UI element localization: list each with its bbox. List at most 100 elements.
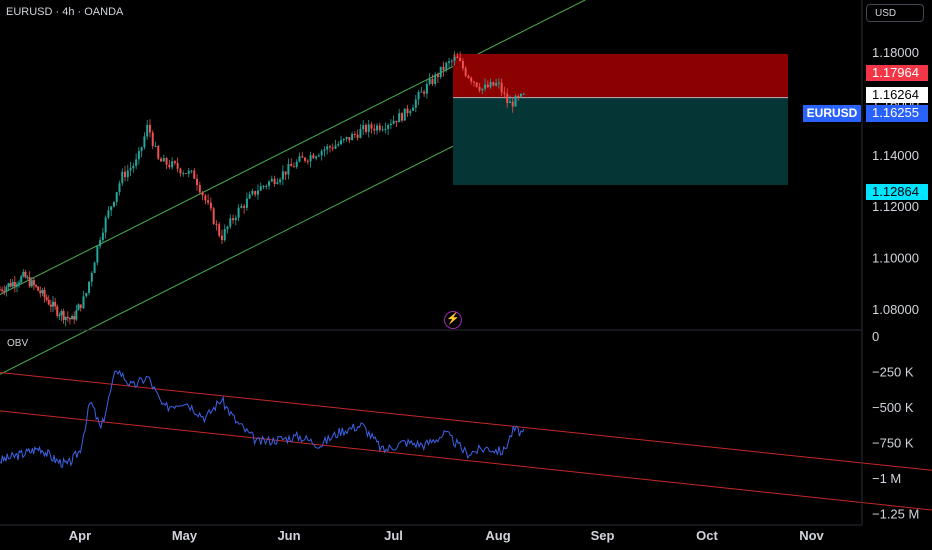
candle-body <box>35 285 38 287</box>
candle-body <box>309 155 312 162</box>
candle-body <box>171 161 174 168</box>
entry-price-tag: 1.16264 <box>866 87 928 103</box>
current-price-tag: 1.16255 <box>866 105 928 122</box>
candle-body <box>484 84 487 89</box>
candle-body <box>52 301 54 307</box>
candle-body <box>198 184 201 193</box>
candle-body <box>193 170 196 179</box>
candle-body <box>121 171 124 184</box>
candle-body <box>378 125 381 130</box>
obv-pane[interactable] <box>0 369 932 512</box>
candle-body <box>467 75 470 78</box>
candle-body <box>265 185 268 187</box>
candle-body <box>456 56 459 58</box>
candle-body <box>168 164 171 168</box>
candle-body <box>459 57 462 61</box>
candle-body <box>179 168 182 174</box>
currency-button[interactable]: USD <box>866 4 924 22</box>
time-tick-label: May <box>172 528 198 543</box>
candle-body <box>45 297 48 300</box>
candle-body <box>251 191 254 195</box>
symbol-title: EURUSD · 4h · OANDA <box>6 6 124 18</box>
candle-body <box>392 120 395 124</box>
price-tick-label: 1.14000 <box>872 148 919 163</box>
candle-body <box>281 171 284 180</box>
candle-body <box>406 108 409 114</box>
candle-body <box>41 290 44 294</box>
candle-body <box>254 191 257 195</box>
candle-body <box>425 84 428 94</box>
candle-body <box>472 81 475 83</box>
candle-body <box>146 124 149 137</box>
candle-body <box>497 82 500 84</box>
candle-body <box>506 93 509 103</box>
candle-body <box>450 60 453 62</box>
candle-body <box>77 304 80 311</box>
candle-body <box>115 192 118 202</box>
candle-body <box>226 226 229 230</box>
candle-body <box>445 62 448 71</box>
candle-body <box>157 146 160 159</box>
candle-body <box>160 158 163 162</box>
candle-body <box>373 128 376 131</box>
candle-body <box>453 56 456 61</box>
candle-body <box>151 132 154 147</box>
price-pane[interactable] <box>0 0 788 375</box>
candle-body <box>284 171 287 175</box>
candle-body <box>137 151 140 160</box>
candle-body <box>90 272 93 282</box>
candle-body <box>88 281 91 293</box>
candle-body <box>245 198 248 208</box>
candle-body <box>110 206 113 211</box>
candle-body <box>132 165 135 169</box>
candle-body <box>287 163 290 175</box>
candle-body <box>461 60 464 69</box>
candle-body <box>348 137 351 141</box>
candle-body <box>73 316 76 320</box>
candle-body <box>173 161 176 164</box>
candle-body <box>326 146 329 150</box>
candle-body <box>279 179 282 183</box>
candle-body <box>135 159 138 166</box>
candle-body <box>196 178 199 185</box>
candle-body <box>104 217 107 233</box>
candle-body <box>232 218 235 221</box>
candle-body <box>351 133 354 141</box>
time-tick-label: Sep <box>591 528 615 543</box>
candle-body <box>367 124 370 132</box>
candle-body <box>492 82 495 86</box>
lightning-icon[interactable]: ⚡ <box>444 311 462 329</box>
obv-tick-label: −750 K <box>872 436 914 451</box>
obv-upper-channel <box>0 372 932 471</box>
candle-body <box>22 271 25 277</box>
candle-body <box>423 91 426 94</box>
candle-body <box>434 74 437 84</box>
candle-body <box>442 66 445 71</box>
candle-body <box>75 310 78 320</box>
candle-body <box>331 147 334 149</box>
candle-body <box>340 140 343 145</box>
candle-body <box>30 280 33 287</box>
candle-body <box>99 240 102 247</box>
time-tick-label: Jun <box>277 528 300 543</box>
candle-body <box>220 235 223 241</box>
stop-price-tag: 1.17964 <box>866 65 928 81</box>
candle-body <box>323 149 326 152</box>
candle-body <box>320 151 323 156</box>
candle-body <box>60 311 63 316</box>
candle-body <box>362 125 365 130</box>
candle-body <box>176 163 179 169</box>
candle-body <box>18 282 21 285</box>
candle-body <box>359 129 362 138</box>
candle-body <box>486 84 489 88</box>
candle-body <box>165 157 168 165</box>
candle-body <box>82 296 85 309</box>
candle-body <box>395 120 398 123</box>
candle-body <box>28 277 31 287</box>
candle-body <box>273 178 276 184</box>
candle-body <box>334 145 337 149</box>
candle-body <box>1 289 4 291</box>
candle-body <box>79 304 82 309</box>
candle-body <box>20 276 23 283</box>
